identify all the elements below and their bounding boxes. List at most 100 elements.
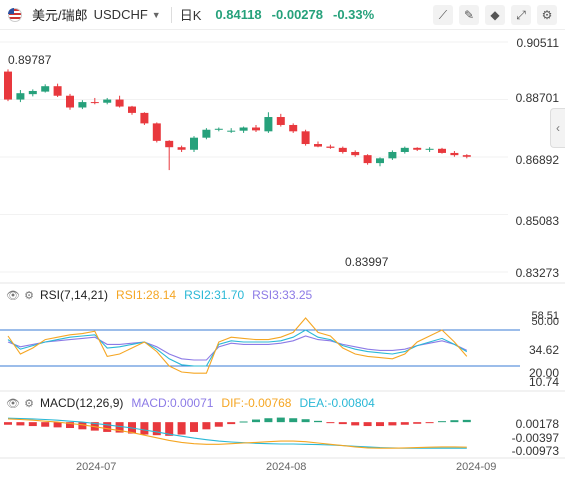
macd-bar xyxy=(413,422,422,424)
rsi-header: 👁 ⚙ RSI(7,14,21) RSI1:28.14 RSI2:31.70 R… xyxy=(0,286,312,304)
candle-body xyxy=(16,93,25,100)
candle-body xyxy=(363,155,372,164)
candle-body xyxy=(252,127,260,131)
low-annotation: 0.83997 xyxy=(345,255,389,269)
usd-chf-flag-icon xyxy=(8,6,26,24)
symbol-code[interactable]: USDCHF xyxy=(93,7,148,22)
candle-body xyxy=(326,146,335,148)
x-axis-label: 2024-07 xyxy=(76,461,117,473)
macd-bar xyxy=(289,418,298,423)
chevron-left-icon[interactable]: ‹ xyxy=(550,108,565,148)
chevron-down-icon[interactable]: ▼ xyxy=(151,9,161,20)
macd-bar xyxy=(301,419,310,423)
settings-icon[interactable]: ⚙ xyxy=(24,289,34,302)
candle-body xyxy=(190,137,198,150)
macd-header: 👁 ⚙ MACD(12,26,9) MACD:0.00071 DIF:-0.00… xyxy=(0,394,375,412)
candle-body xyxy=(301,131,310,145)
macd-bar xyxy=(28,422,37,427)
macd-bar xyxy=(4,422,12,425)
draw-line-icon[interactable]: ⟋ xyxy=(433,5,453,25)
candle-body xyxy=(214,128,223,130)
macd-bar xyxy=(351,422,360,426)
candle-body xyxy=(78,102,87,108)
symbol-name[interactable]: 美元/瑞郎 xyxy=(32,8,88,23)
candle-body xyxy=(276,117,285,125)
macd-bar xyxy=(400,422,409,425)
macd-bar xyxy=(152,422,161,436)
draw-pen-icon[interactable]: ✎ xyxy=(459,5,479,25)
macd-bar xyxy=(264,418,273,423)
price-axis-label: 0.85083 xyxy=(515,214,559,228)
candle-body xyxy=(28,90,37,95)
candle-body xyxy=(152,123,161,141)
candle-body xyxy=(450,152,459,156)
eye-icon[interactable]: 👁 xyxy=(6,397,20,410)
candle-body xyxy=(239,127,248,131)
macd-bar xyxy=(338,422,347,425)
candle-body xyxy=(177,147,186,150)
candle-body xyxy=(400,147,409,152)
macd-name: MACD(12,26,9) xyxy=(40,396,124,410)
price-axis-label: 0.86892 xyxy=(515,153,559,167)
candle-body xyxy=(413,147,422,150)
candle-body xyxy=(425,148,434,150)
candle-body xyxy=(41,86,50,92)
candle-body xyxy=(90,102,99,104)
shapes-icon[interactable]: ◆ xyxy=(485,5,505,25)
dif-value: DIF:-0.00768 xyxy=(221,396,292,410)
macd-bar xyxy=(462,419,471,423)
candle-body xyxy=(140,112,149,124)
rsi1-value: RSI1:28.14 xyxy=(116,288,177,302)
rsi1-line xyxy=(7,317,468,374)
candle-body xyxy=(438,148,446,153)
last-price: 0.84118 xyxy=(215,7,262,22)
macd-bar xyxy=(252,419,260,423)
macd-bar xyxy=(16,422,25,426)
macd-axis-label: -0.00973 xyxy=(511,444,559,458)
rsi3-line xyxy=(7,335,468,361)
macd-bar xyxy=(376,422,384,427)
macd-bar xyxy=(363,422,372,427)
dea-value: DEA:-0.00804 xyxy=(299,396,375,410)
rsi-axis-label: 20.00 xyxy=(528,366,559,380)
candle-body xyxy=(289,124,298,132)
macd-axis-label: -0.00397 xyxy=(511,431,559,445)
rsi3-value: RSI3:33.25 xyxy=(252,288,313,302)
rsi2-line xyxy=(7,329,468,367)
price-change-pct: -0.33% xyxy=(333,7,375,22)
macd-axis-label: 0.00178 xyxy=(515,417,559,431)
macd-bar xyxy=(214,422,223,427)
macd-bar xyxy=(276,417,285,423)
macd-bar xyxy=(425,422,434,424)
divider xyxy=(170,6,172,23)
toolbar: ⟋ ✎ ◆ ⤢ ⚙ xyxy=(427,5,557,25)
macd-bar xyxy=(140,422,149,435)
macd-bar xyxy=(53,422,62,428)
candle-body xyxy=(66,95,74,108)
candle-body xyxy=(53,86,62,96)
macd-bar xyxy=(41,422,50,427)
high-annotation: 0.89787 xyxy=(8,53,52,67)
rsi-axis-label: 34.62 xyxy=(528,343,559,357)
price-axis-label: 0.90511 xyxy=(516,36,560,50)
settings-icon[interactable]: ⚙ xyxy=(24,397,34,410)
candle-body xyxy=(115,99,124,107)
settings-icon[interactable]: ⚙ xyxy=(537,5,557,25)
macd-bar xyxy=(450,420,459,423)
fullscreen-icon[interactable]: ⤢ xyxy=(511,5,531,25)
macd-bar xyxy=(388,422,397,426)
candle-body xyxy=(462,155,471,157)
candle-body xyxy=(338,147,347,152)
rsi-name: RSI(7,14,21) xyxy=(40,288,109,302)
eye-icon[interactable]: 👁 xyxy=(6,289,20,302)
macd-value: MACD:0.00071 xyxy=(131,396,214,410)
candle-body xyxy=(314,144,322,147)
macd-bar xyxy=(190,422,198,432)
candle-body xyxy=(264,117,273,132)
candle-body xyxy=(351,151,360,156)
price-change: -0.00278 xyxy=(271,7,323,22)
period-selector[interactable]: 日K xyxy=(179,8,202,23)
macd-bar xyxy=(165,422,174,436)
candle-body xyxy=(388,151,397,159)
